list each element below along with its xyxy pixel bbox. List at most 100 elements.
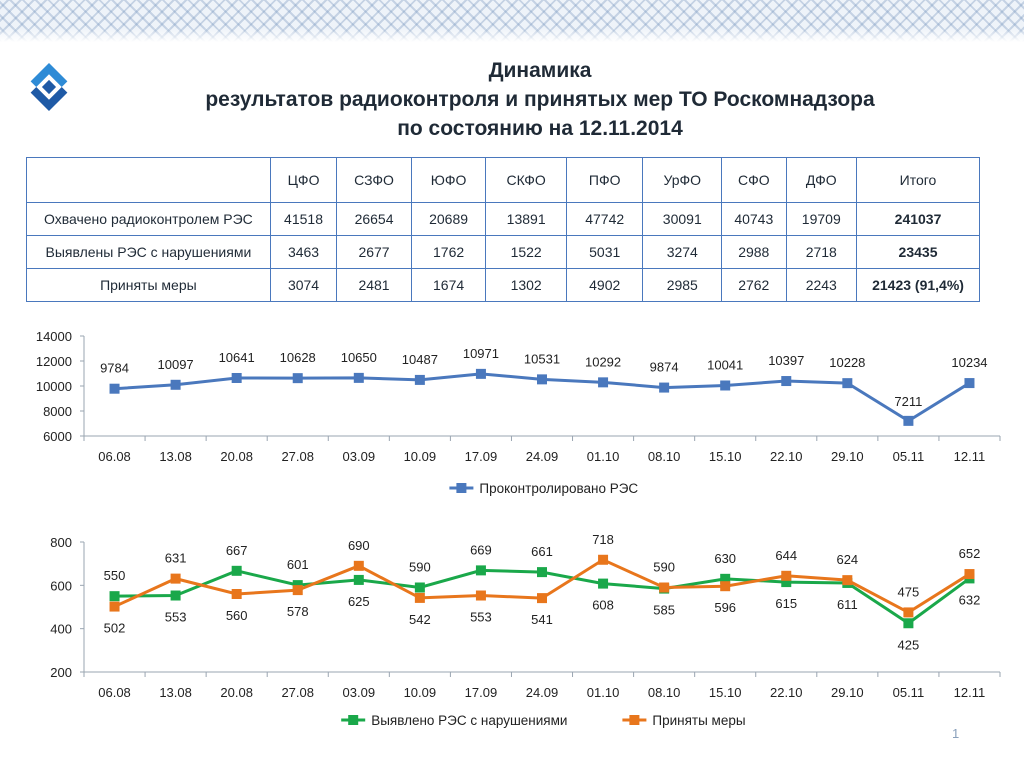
data-label: 542 [409,612,431,627]
table-header-cell: ПФО [565,157,644,203]
data-label: 590 [409,560,431,575]
data-point [475,590,486,601]
table-header-cell: СЗФО [336,157,412,203]
data-label: 553 [165,610,187,625]
y-tick-label: 600 [50,578,72,593]
data-label: 502 [104,621,126,636]
data-point [231,565,242,576]
data-label: 9874 [650,360,679,375]
x-tick-label: 06.08 [98,449,131,464]
data-label: 608 [592,598,614,613]
data-point [659,582,670,593]
data-point [170,590,181,601]
data-label: 10041 [707,357,743,372]
data-label: 10628 [280,350,316,365]
data-point [598,554,609,565]
table-cell: 2718 [785,235,858,269]
table-row: Охвачено радиоконтролем РЭС 41518 26654 … [26,202,980,236]
legend-label: Проконтролировано РЭС [479,481,638,496]
data-point [781,577,792,588]
table-cell: 41518 [269,202,338,236]
table-total-cell: 21423 (91,4%) [856,268,980,302]
x-tick-label: 22.10 [770,685,803,700]
data-point [842,378,853,389]
table-cell: 1674 [410,268,487,302]
table-cell: 3074 [269,268,338,302]
table-cell: 47742 [565,202,644,236]
data-label: 541 [531,612,553,627]
data-point [537,567,547,578]
data-point [781,570,792,581]
data-label: 578 [287,604,309,619]
data-label: 596 [714,600,736,615]
table-header-row: ЦФО СЗФО ЮФО СКФО ПФО УрФО СФО ДФО Итого [26,157,980,203]
x-tick-label: 24.09 [526,449,559,464]
data-label: 10487 [402,352,438,367]
x-tick-label: 22.10 [770,449,803,464]
title-line-3: по состоянию на 12.11.2014 [397,117,683,140]
table-header-cell: ЮФО [410,157,487,203]
x-tick-label: 29.10 [831,449,864,464]
x-tick-label: 27.08 [281,685,314,700]
data-label: 10292 [585,354,621,369]
table-row-label: Охвачено радиоконтролем РЭС [26,202,271,236]
data-label: 10650 [341,350,377,365]
data-point [170,573,181,584]
data-point [353,560,364,571]
data-point [720,581,731,592]
x-tick-label: 20.08 [220,449,253,464]
data-label: 10971 [463,346,499,361]
data-point [414,582,425,593]
data-label: 7211 [894,394,922,409]
x-tick-label: 17.09 [465,685,498,700]
data-label: 624 [836,552,858,567]
data-label: 590 [653,560,675,575]
x-tick-label: 20.08 [220,685,253,700]
table-header-cell: ЦФО [269,157,338,203]
table-cell: 40743 [721,202,787,236]
table-header-cell: СФО [721,157,787,203]
x-tick-label: 24.09 [526,685,559,700]
data-label: 10097 [158,357,194,372]
data-label: 475 [898,584,920,599]
table-cell: 1762 [410,235,487,269]
data-label: 10397 [768,353,804,368]
table-cell: 2762 [721,268,787,302]
data-label: 718 [592,532,614,547]
table-header-cell: СКФО [485,157,567,203]
data-point [781,376,792,387]
data-point [475,368,486,379]
data-point [659,382,670,393]
data-label: 632 [959,592,981,607]
data-point [231,372,242,383]
table-header-cell: ДФО [785,157,858,203]
table-cell: 2985 [642,268,723,302]
legend-label: Приняты меры [652,713,745,728]
data-label: 611 [837,597,858,612]
table-cell: 26654 [336,202,412,236]
data-label: 644 [775,548,797,563]
data-point [109,591,120,602]
data-label: 615 [775,596,797,611]
data-point [598,578,609,589]
data-point [903,415,914,426]
table-cell: 19709 [785,202,858,236]
data-point [537,374,547,385]
data-point [903,618,914,629]
x-tick-label: 17.09 [465,449,498,464]
data-label: 10234 [951,355,987,370]
x-tick-label: 15.10 [709,685,742,700]
y-tick-label: 14000 [36,329,72,344]
data-point [414,592,425,603]
table-row-label: Выявлены РЭС с нарушениями [26,235,271,269]
data-point [109,601,120,612]
data-label: 601 [287,557,309,572]
table-cell: 1522 [485,235,567,269]
data-label: 690 [348,538,370,553]
table-cell: 3274 [642,235,723,269]
data-point [414,374,425,385]
x-tick-label: 12.11 [954,449,986,464]
table-cell: 4902 [565,268,644,302]
roskomnadzor-logo-icon [30,62,68,112]
y-tick-label: 12000 [36,354,72,369]
